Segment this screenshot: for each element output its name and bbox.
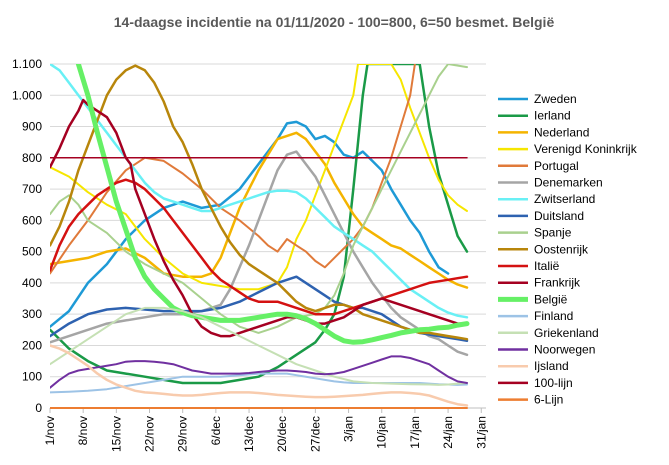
legend-label-portugal: Portugal [534, 159, 579, 173]
x-tick-label: 20/dec [275, 416, 289, 452]
legend-label-oostenrijk: Oostenrijk [534, 242, 589, 256]
x-tick-label: 1/nov [43, 416, 57, 445]
series-line-belgie [75, 64, 470, 345]
y-tick-label: 1.100 [12, 57, 42, 71]
series-line-zweden [50, 120, 450, 328]
legend-label-zwitserland: Zwitserland [534, 192, 595, 206]
x-tick-label: 24/jan [441, 416, 455, 449]
x-tick-label: 31/jan [474, 416, 488, 449]
legend-label-griekenland: Griekenland [534, 326, 599, 340]
y-tick-label: 500 [22, 245, 42, 259]
series-line-verenigd-koninkrijk [50, 64, 468, 291]
y-tick-label: 1.000 [12, 88, 42, 102]
series-line-finland [50, 372, 468, 394]
x-tick-label: 13/dec [242, 416, 256, 452]
legend-label-belgie: België [534, 292, 568, 306]
legend-label-finland: Finland [534, 309, 573, 323]
legend-label-denemarken: Denemarken [534, 176, 603, 190]
legend-label-100-lijn: 100-lijn [534, 376, 573, 390]
y-tick-label: 800 [22, 151, 42, 165]
series-line-spanje [50, 64, 468, 334]
y-tick-label: 400 [22, 276, 42, 290]
y-tick-label: 600 [22, 213, 42, 227]
x-axis-ticks: 1/nov 8/nov 15/nov 22/nov 29/nov 6/dec 13/dec 2… [43, 408, 488, 452]
series-line-italie [50, 178, 469, 316]
series-line-noorwegen [50, 355, 468, 389]
x-tick-label: 17/jan [408, 416, 422, 449]
y-tick-label: 300 [22, 307, 42, 321]
x-tick-label: 3/jan [342, 416, 356, 442]
y-tick-label: 100 [22, 370, 42, 384]
legend-label-nederland: Nederland [534, 125, 589, 139]
y-tick-label: 0 [35, 401, 42, 415]
x-tick-label: 6/dec [209, 416, 223, 445]
x-tick-label: 10/jan [375, 416, 389, 449]
x-tick-label: 22/nov [143, 416, 157, 452]
series-line-zwitserland [50, 64, 469, 319]
x-tick-label: 15/nov [109, 416, 123, 452]
series-line-ijsland [50, 344, 469, 407]
legend-label-italie: Italië [534, 259, 560, 273]
legend-label-duitsland: Duitsland [534, 209, 584, 223]
y-tick-label: 900 [22, 120, 42, 134]
legend: Zweden Ierland Nederland Verenigd Koninkrij… [498, 92, 638, 407]
series-line-oostenrijk [50, 64, 469, 341]
series-line-ierland [50, 64, 469, 385]
x-tick-label: 29/nov [176, 416, 190, 452]
series-line-frankrijk [50, 98, 469, 338]
series-layer [50, 64, 470, 409]
y-axis-ticks: 0 100 200 300 400 500 600 700 800 900 1.000 1.100 [12, 57, 42, 415]
x-tick-label: 27/dec [308, 416, 322, 452]
legend-label-6-lijn: 6-Lijn [534, 393, 563, 407]
y-tick-label: 200 [22, 338, 42, 352]
chart-title: 14-daagse incidentie na 01/11/2020 - 100… [114, 14, 555, 30]
y-tick-label: 700 [22, 182, 42, 196]
legend-label-ierland: Ierland [534, 109, 571, 123]
legend-label-zweden: Zweden [534, 92, 577, 106]
legend-label-verenigd-koninkrijk: Verenigd Koninkrijk [534, 142, 638, 156]
legend-label-spanje: Spanje [534, 226, 572, 240]
x-tick-label: 8/nov [76, 416, 90, 445]
legend-label-frankrijk: Frankrijk [534, 276, 581, 290]
legend-label-noorwegen: Noorwegen [534, 343, 595, 357]
legend-label-ijsland: Ijsland [534, 359, 569, 373]
series-line-griekenland [50, 306, 468, 386]
